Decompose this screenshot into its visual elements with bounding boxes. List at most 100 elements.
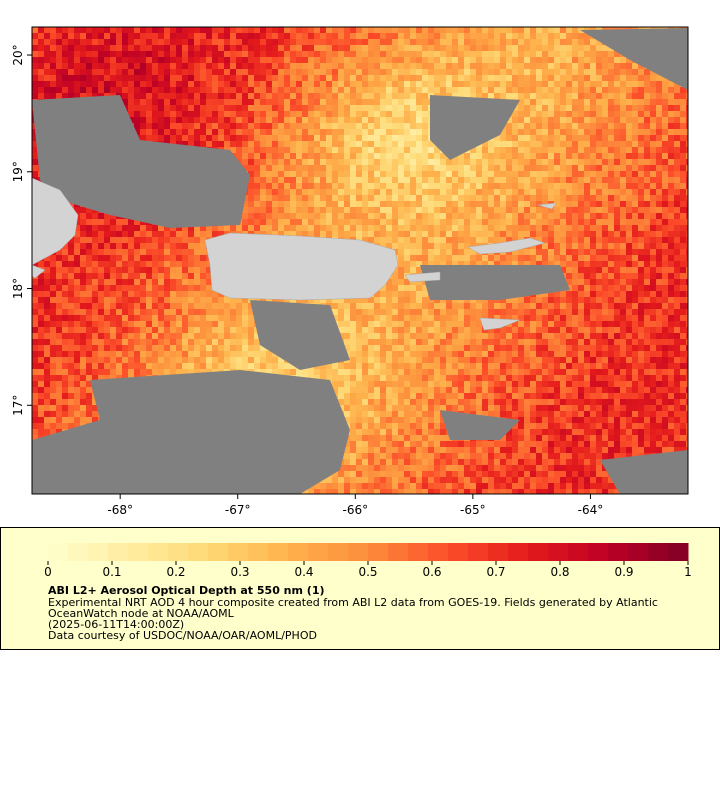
field-cell <box>422 261 428 267</box>
field-cell <box>188 27 194 33</box>
field-cell <box>356 117 362 123</box>
field-cell <box>596 51 602 57</box>
field-cell <box>62 249 68 255</box>
field-cell <box>596 213 602 219</box>
field-cell <box>614 285 620 291</box>
field-cell <box>260 165 266 171</box>
field-cell <box>350 147 356 153</box>
field-cell <box>572 249 578 255</box>
field-cell <box>80 297 86 303</box>
field-cell <box>512 153 518 159</box>
field-cell <box>272 129 278 135</box>
field-cell <box>506 123 512 129</box>
field-cell <box>392 207 398 213</box>
field-cell <box>170 273 176 279</box>
field-cell <box>266 153 272 159</box>
field-cell <box>656 141 662 147</box>
field-cell <box>638 267 644 273</box>
field-cell <box>236 105 242 111</box>
field-cell <box>386 93 392 99</box>
field-cell <box>560 261 566 267</box>
field-cell <box>74 81 80 87</box>
field-cell <box>134 93 140 99</box>
field-cell <box>398 129 404 135</box>
field-cell <box>686 201 688 207</box>
field-cell <box>146 87 152 93</box>
field-cell <box>194 279 200 285</box>
field-cell <box>350 111 356 117</box>
field-cell <box>626 81 632 87</box>
field-cell <box>650 99 656 105</box>
field-cell <box>344 45 350 51</box>
field-cell <box>296 165 302 171</box>
field-cell <box>386 285 392 291</box>
field-cell <box>332 39 338 45</box>
field-cell <box>686 93 688 99</box>
field-cell <box>362 45 368 51</box>
field-cell <box>656 279 662 285</box>
field-cell <box>668 177 674 183</box>
field-cell <box>350 171 356 177</box>
field-cell <box>416 129 422 135</box>
field-cell <box>290 111 296 117</box>
field-cell <box>392 135 398 141</box>
field-cell <box>650 237 656 243</box>
field-cell <box>266 81 272 87</box>
field-cell <box>518 159 524 165</box>
field-cell <box>566 141 572 147</box>
field-cell <box>332 99 338 105</box>
field-cell <box>566 189 572 195</box>
field-cell <box>32 153 38 159</box>
field-cell <box>158 87 164 93</box>
field-cell <box>116 51 122 57</box>
field-cell <box>656 165 662 171</box>
field-cell <box>524 225 530 231</box>
field-cell <box>74 285 80 291</box>
field-cell <box>272 201 278 207</box>
field-cell <box>140 291 146 297</box>
field-cell <box>320 69 326 75</box>
field-cell <box>488 147 494 153</box>
field-cell <box>272 159 278 165</box>
field-cell <box>404 123 410 129</box>
field-cell <box>500 93 506 99</box>
field-cell <box>74 255 80 261</box>
field-cell <box>542 57 548 63</box>
field-cell <box>278 147 284 153</box>
field-cell <box>74 75 80 81</box>
field-cell <box>140 99 146 105</box>
field-cell <box>38 261 44 267</box>
field-cell <box>152 237 158 243</box>
field-cell <box>248 57 254 63</box>
field-cell <box>662 105 668 111</box>
field-cell <box>224 105 230 111</box>
field-cell <box>272 93 278 99</box>
field-cell <box>614 213 620 219</box>
field-cell <box>620 99 626 105</box>
field-cell <box>62 267 68 273</box>
field-cell <box>632 153 638 159</box>
field-cell <box>626 63 632 69</box>
field-cell <box>248 165 254 171</box>
field-cell <box>596 231 602 237</box>
field-cell <box>644 129 650 135</box>
field-cell <box>446 231 452 237</box>
field-cell <box>200 63 206 69</box>
field-cell <box>122 225 128 231</box>
field-cell <box>584 123 590 129</box>
field-cell <box>326 153 332 159</box>
field-cell <box>524 165 530 171</box>
field-cell <box>164 69 170 75</box>
field-cell <box>380 189 386 195</box>
field-cell <box>536 111 542 117</box>
field-cell <box>572 273 578 279</box>
field-cell <box>614 141 620 147</box>
field-cell <box>536 207 542 213</box>
field-cell <box>68 69 74 75</box>
field-cell <box>278 201 284 207</box>
field-cell <box>674 285 680 291</box>
field-cell <box>686 189 688 195</box>
field-cell <box>554 249 560 255</box>
field-cell <box>206 225 212 231</box>
field-cell <box>248 27 254 33</box>
